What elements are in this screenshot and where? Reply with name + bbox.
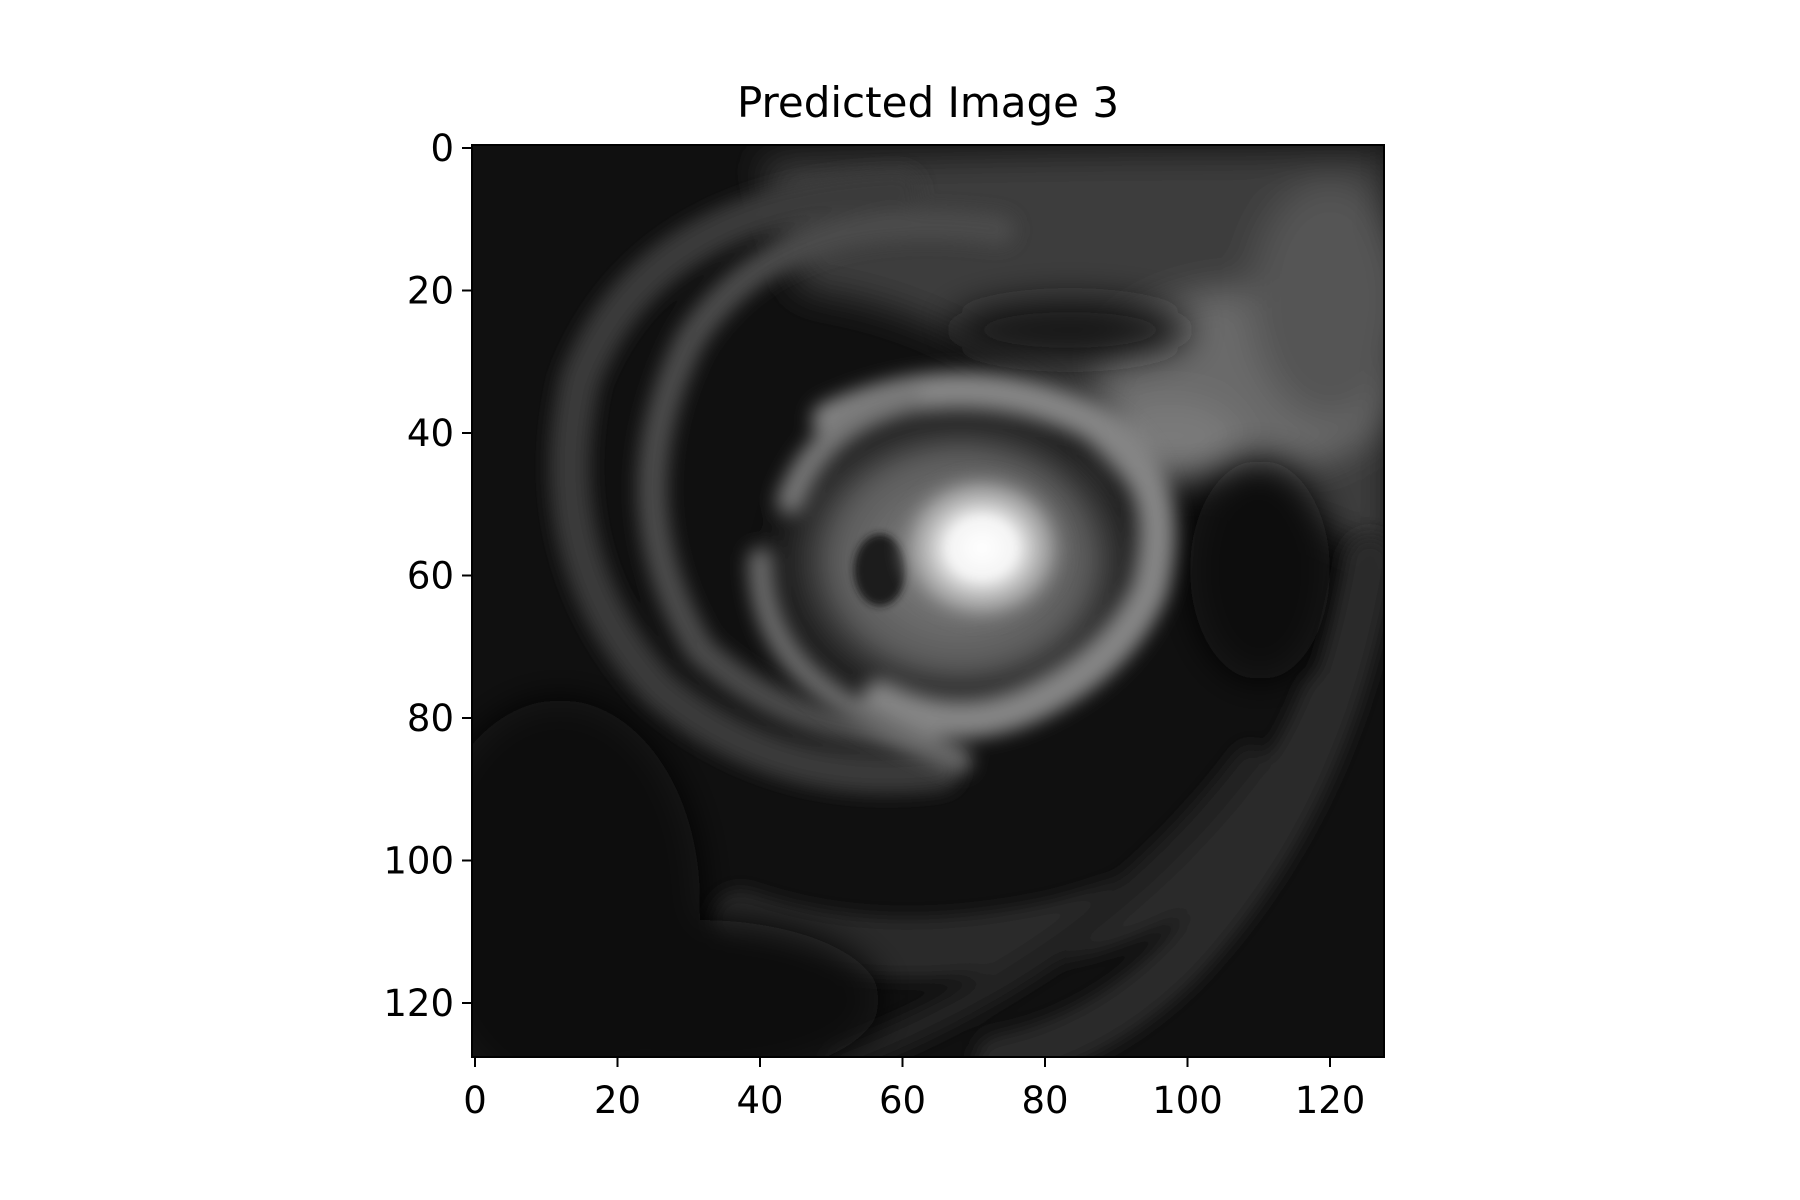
x-tick-label: 80: [1021, 1079, 1068, 1122]
y-tick-label: 20: [407, 270, 454, 313]
x-tick-label: 20: [594, 1079, 641, 1122]
y-tick-label: 120: [383, 982, 454, 1025]
x-tick-label: 60: [879, 1079, 926, 1122]
cyclone-image: [472, 145, 1384, 1057]
x-tick-label: 120: [1295, 1079, 1366, 1122]
y-tick-label: 40: [407, 412, 454, 455]
y-axis: 0 20 40 60 80 100 120: [383, 127, 472, 1025]
x-tick-label: 0: [463, 1079, 487, 1122]
x-tick-label: 100: [1152, 1079, 1223, 1122]
x-tick-label: 40: [736, 1079, 783, 1122]
figure-title: Predicted Image 3: [737, 78, 1119, 127]
plot-frame: [471, 144, 1385, 1058]
y-tick-label: 100: [383, 840, 454, 883]
y-tick-label: 60: [407, 555, 454, 598]
x-axis: 0 20 40 60 80 100 120: [463, 1057, 1365, 1122]
y-tick-label: 80: [407, 697, 454, 740]
y-tick-label: 0: [430, 127, 454, 170]
